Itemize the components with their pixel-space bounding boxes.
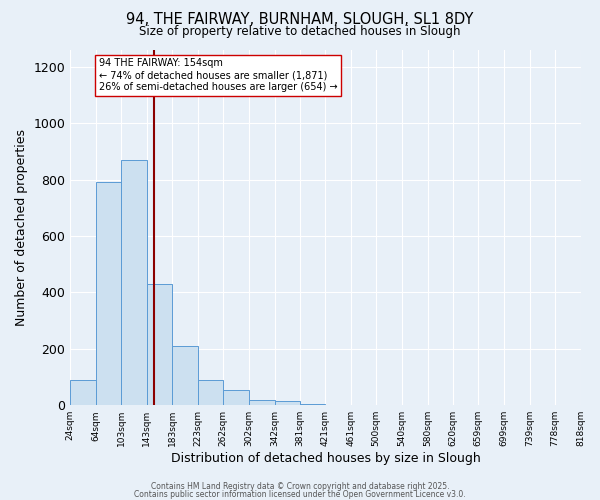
Y-axis label: Number of detached properties: Number of detached properties: [15, 129, 28, 326]
Bar: [70, 380, 96, 405]
Text: Contains HM Land Registry data © Crown copyright and database right 2025.: Contains HM Land Registry data © Crown c…: [151, 482, 449, 491]
Bar: [453, 404, 478, 405]
Text: Size of property relative to detached houses in Slough: Size of property relative to detached ho…: [139, 25, 461, 38]
Bar: [275, 401, 299, 405]
Bar: [223, 390, 249, 405]
Bar: [147, 284, 172, 405]
Bar: [172, 346, 198, 405]
Bar: [96, 182, 121, 405]
Bar: [249, 400, 275, 405]
Bar: [121, 160, 147, 405]
Text: 94, THE FAIRWAY, BURNHAM, SLOUGH, SL1 8DY: 94, THE FAIRWAY, BURNHAM, SLOUGH, SL1 8D…: [127, 12, 473, 28]
Bar: [555, 404, 581, 405]
X-axis label: Distribution of detached houses by size in Slough: Distribution of detached houses by size …: [170, 452, 480, 465]
Bar: [299, 404, 325, 405]
Text: 94 THE FAIRWAY: 154sqm
← 74% of detached houses are smaller (1,871)
26% of semi-: 94 THE FAIRWAY: 154sqm ← 74% of detached…: [98, 58, 337, 92]
Text: Contains public sector information licensed under the Open Government Licence v3: Contains public sector information licen…: [134, 490, 466, 499]
Bar: [198, 380, 223, 405]
